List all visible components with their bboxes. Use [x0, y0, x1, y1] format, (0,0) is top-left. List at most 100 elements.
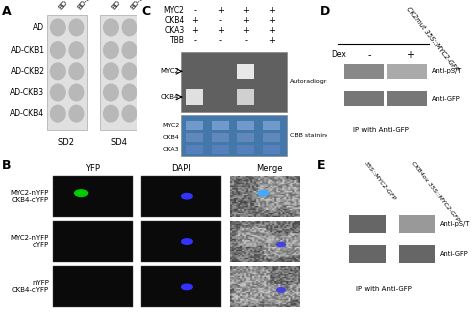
FancyBboxPatch shape [387, 64, 427, 79]
Text: YFP: YFP [85, 164, 100, 173]
Text: TBB: TBB [170, 36, 184, 45]
FancyBboxPatch shape [399, 245, 436, 263]
FancyBboxPatch shape [186, 133, 203, 142]
Text: -: - [193, 6, 196, 15]
Text: AD: AD [34, 23, 45, 32]
Circle shape [75, 190, 88, 197]
Circle shape [69, 63, 84, 80]
Text: Anti-pS/T: Anti-pS/T [440, 221, 470, 227]
Circle shape [69, 19, 84, 36]
FancyBboxPatch shape [186, 121, 203, 130]
Circle shape [182, 284, 192, 289]
Text: BD: BD [111, 0, 122, 11]
Text: -: - [193, 36, 196, 45]
Text: C: C [142, 5, 151, 18]
Text: +: + [217, 6, 224, 15]
Text: -: - [219, 36, 222, 45]
Text: Anti-pS/T: Anti-pS/T [432, 68, 463, 74]
Circle shape [104, 19, 118, 36]
Text: +: + [217, 26, 224, 35]
Text: AD-CKB3: AD-CKB3 [10, 88, 45, 97]
Text: AD-CKB2: AD-CKB2 [10, 67, 45, 76]
Text: BD: BD [58, 0, 69, 11]
FancyBboxPatch shape [100, 15, 140, 130]
FancyBboxPatch shape [141, 266, 221, 307]
Circle shape [51, 19, 65, 36]
Text: MYC2-nYFP
cYFP: MYC2-nYFP cYFP [10, 235, 49, 248]
Text: Anti-GFP: Anti-GFP [440, 251, 469, 257]
Circle shape [122, 19, 137, 36]
Text: CKB4ox 35S::MYC2-GFP: CKB4ox 35S::MYC2-GFP [410, 161, 460, 222]
FancyBboxPatch shape [263, 121, 280, 130]
Text: Dex: Dex [331, 50, 346, 59]
FancyBboxPatch shape [53, 176, 133, 217]
Text: -: - [368, 50, 372, 60]
Text: AD-CKB1: AD-CKB1 [10, 46, 45, 54]
Text: +: + [268, 26, 275, 35]
Circle shape [51, 42, 65, 59]
Text: +: + [243, 16, 249, 25]
FancyBboxPatch shape [237, 121, 255, 130]
FancyBboxPatch shape [53, 266, 133, 307]
Text: BD-MYC2: BD-MYC2 [76, 0, 101, 11]
Text: +: + [191, 26, 198, 35]
Text: CKA3: CKA3 [163, 147, 179, 152]
Circle shape [51, 63, 65, 80]
Text: +: + [268, 36, 275, 45]
Text: nYFP
CKB4-cYFP: nYFP CKB4-cYFP [12, 280, 49, 293]
Text: -: - [219, 16, 222, 25]
Circle shape [122, 105, 137, 122]
Text: +: + [243, 26, 249, 35]
Text: BD-MYC2: BD-MYC2 [129, 0, 155, 11]
FancyBboxPatch shape [237, 146, 255, 154]
FancyBboxPatch shape [212, 133, 229, 142]
FancyBboxPatch shape [263, 133, 280, 142]
Circle shape [277, 242, 285, 247]
FancyBboxPatch shape [212, 121, 229, 130]
Text: E: E [317, 159, 325, 172]
Circle shape [104, 42, 118, 59]
Text: IP with Anti-GFP: IP with Anti-GFP [353, 127, 409, 133]
Circle shape [122, 63, 137, 80]
Circle shape [258, 191, 269, 196]
Text: Autoradiography: Autoradiography [290, 79, 343, 84]
Text: +: + [268, 6, 275, 15]
FancyBboxPatch shape [141, 176, 221, 217]
Circle shape [51, 105, 65, 122]
Text: Anti-GFP: Anti-GFP [432, 95, 461, 101]
Text: B: B [2, 159, 11, 172]
FancyBboxPatch shape [186, 146, 203, 154]
FancyBboxPatch shape [141, 221, 221, 262]
FancyBboxPatch shape [237, 64, 255, 79]
FancyBboxPatch shape [47, 15, 87, 130]
Text: AD-CKB4: AD-CKB4 [10, 109, 45, 118]
Text: Merge: Merge [256, 164, 283, 173]
Text: +: + [268, 16, 275, 25]
Circle shape [104, 84, 118, 101]
Text: +: + [243, 6, 249, 15]
FancyBboxPatch shape [349, 245, 385, 263]
Circle shape [277, 288, 285, 292]
Text: 35S::MYC2-GFP: 35S::MYC2-GFP [364, 161, 397, 202]
FancyBboxPatch shape [181, 52, 287, 112]
Text: CK2mut 35S::MYC2-GFP: CK2mut 35S::MYC2-GFP [405, 6, 459, 73]
FancyBboxPatch shape [212, 146, 229, 154]
Text: -: - [245, 36, 247, 45]
Circle shape [104, 63, 118, 80]
Text: CBB staining: CBB staining [290, 133, 330, 138]
FancyBboxPatch shape [237, 89, 255, 105]
Text: SD2: SD2 [57, 138, 74, 147]
Text: SD4: SD4 [110, 138, 128, 147]
FancyBboxPatch shape [349, 215, 385, 233]
Text: +: + [191, 16, 198, 25]
FancyBboxPatch shape [181, 115, 287, 156]
FancyBboxPatch shape [263, 146, 280, 154]
Circle shape [182, 239, 192, 244]
Circle shape [69, 105, 84, 122]
Text: DAPI: DAPI [171, 164, 191, 173]
FancyBboxPatch shape [344, 64, 384, 79]
Text: MYC2: MYC2 [162, 123, 179, 128]
FancyBboxPatch shape [399, 215, 436, 233]
Text: MYC2: MYC2 [164, 6, 184, 15]
Circle shape [51, 84, 65, 101]
